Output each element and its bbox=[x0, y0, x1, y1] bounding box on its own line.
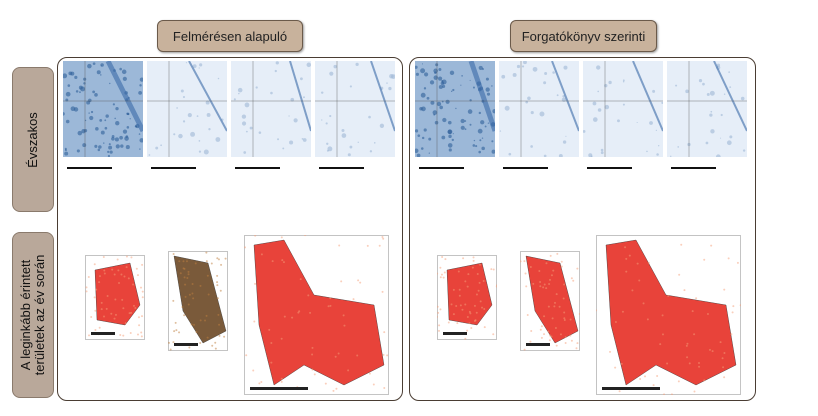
panel bbox=[409, 57, 756, 401]
site-map bbox=[85, 255, 145, 340]
scale-bar bbox=[587, 167, 632, 169]
scale-bar bbox=[503, 167, 548, 169]
site-map bbox=[595, 235, 742, 396]
row-label-box: Évszakos bbox=[12, 67, 54, 212]
row-label: A leginkább érintett területek az év sor… bbox=[18, 254, 47, 376]
season-tile bbox=[147, 60, 228, 157]
site-map bbox=[167, 251, 228, 351]
header: Felmérésen alapuló bbox=[157, 20, 303, 52]
row-label-box: A leginkább érintett területek az év sor… bbox=[12, 232, 54, 398]
scale-bar bbox=[67, 167, 112, 169]
season-tile bbox=[61, 59, 146, 158]
scale-bar bbox=[671, 167, 716, 169]
season-tile bbox=[231, 60, 312, 157]
season-tile bbox=[315, 60, 396, 157]
season-tile bbox=[414, 60, 498, 158]
season-tile bbox=[582, 60, 664, 158]
scale-bar bbox=[319, 167, 364, 169]
scale-bar bbox=[151, 167, 196, 169]
season-image bbox=[414, 60, 498, 158]
site-map bbox=[595, 235, 742, 396]
site-map bbox=[519, 251, 581, 351]
season-image bbox=[499, 60, 580, 158]
site-map bbox=[244, 234, 389, 395]
season-tile bbox=[667, 60, 748, 160]
season-image bbox=[667, 60, 748, 160]
row-label: Évszakos bbox=[25, 111, 40, 168]
season-image bbox=[61, 59, 146, 158]
season-image bbox=[315, 60, 396, 157]
site-map bbox=[85, 255, 145, 340]
season-image bbox=[582, 60, 664, 158]
site-map bbox=[244, 234, 389, 395]
scale-bar bbox=[419, 167, 464, 169]
header: Forgatókönyv szerinti bbox=[510, 20, 657, 52]
scale-bar bbox=[235, 167, 280, 169]
season-image bbox=[231, 60, 312, 157]
site-map bbox=[519, 251, 581, 351]
site-map bbox=[436, 255, 498, 340]
site-map bbox=[167, 251, 228, 351]
season-tile bbox=[499, 60, 580, 158]
site-map bbox=[436, 255, 498, 340]
panel bbox=[57, 57, 403, 401]
season-image bbox=[147, 60, 228, 157]
